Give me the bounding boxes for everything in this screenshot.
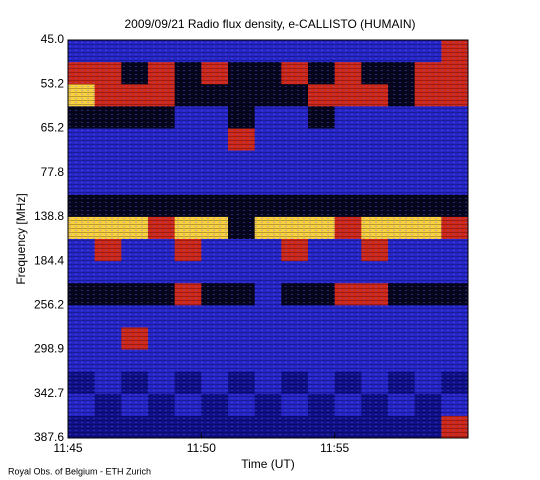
y-tick-label: 45.0	[41, 32, 65, 46]
y-tick-label: 138.8	[34, 209, 64, 223]
x-tick-label: 11:55	[320, 441, 349, 455]
y-tick-label: 298.9	[34, 342, 64, 356]
y-tick-label: 256.2	[34, 298, 64, 312]
y-tick-label: 77.8	[41, 165, 65, 179]
y-tick-label: 53.2	[41, 76, 65, 90]
x-tick-label: 11:45	[53, 441, 82, 455]
y-tick-label: 65.2	[41, 121, 65, 135]
x-axis-label: Time (UT)	[241, 457, 295, 471]
y-tick-label: 387.6	[34, 430, 64, 444]
y-tick-label: 342.7	[34, 386, 64, 400]
chart-title: 2009/09/21 Radio flux density, e-CALLIST…	[124, 17, 415, 31]
y-tick-label: 184.4	[34, 253, 64, 267]
footer: Royal Obs. of Belgium - ETH Zurich	[8, 466, 151, 476]
texture	[68, 40, 468, 438]
plot-frame	[67, 39, 469, 439]
x-tick-label: 11:50	[187, 441, 216, 455]
y-axis-label: Frequency [MHz]	[14, 193, 28, 284]
